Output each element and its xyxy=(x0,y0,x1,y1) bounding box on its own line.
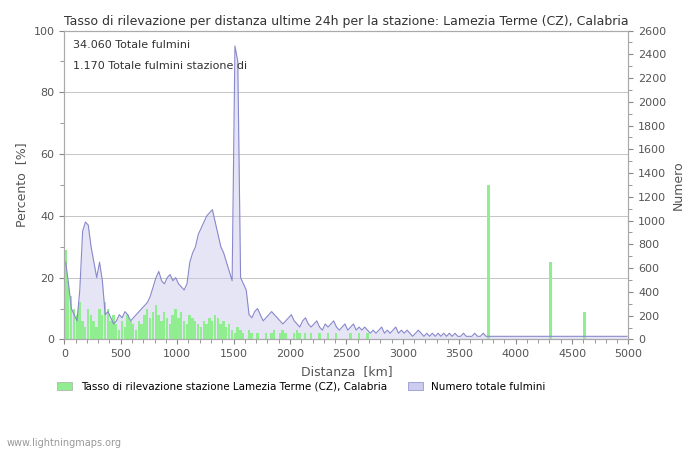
Bar xyxy=(309,333,312,339)
Bar xyxy=(172,315,174,339)
Bar xyxy=(120,321,123,339)
Bar xyxy=(132,324,134,339)
Bar xyxy=(126,315,129,339)
Bar xyxy=(90,315,92,339)
Bar xyxy=(81,321,83,339)
Bar xyxy=(101,315,104,339)
Bar xyxy=(197,324,199,339)
Bar xyxy=(219,324,222,339)
Bar xyxy=(177,318,179,339)
Bar xyxy=(144,315,146,339)
Bar xyxy=(251,333,253,339)
Bar xyxy=(191,318,194,339)
Bar xyxy=(223,321,225,339)
Bar xyxy=(550,262,552,339)
Bar xyxy=(135,330,137,339)
Bar xyxy=(149,318,151,339)
Title: Tasso di rilevazione per distanza ultime 24h per la stazione: Lamezia Terme (CZ): Tasso di rilevazione per distanza ultime… xyxy=(64,15,629,28)
Bar xyxy=(76,315,78,339)
Bar xyxy=(141,324,143,339)
Bar xyxy=(160,321,162,339)
Bar xyxy=(487,185,490,339)
Bar xyxy=(248,330,250,339)
Bar xyxy=(281,330,284,339)
Bar xyxy=(84,327,86,339)
Bar xyxy=(188,315,191,339)
Bar xyxy=(123,327,126,339)
Bar xyxy=(166,318,168,339)
Bar xyxy=(216,318,219,339)
Bar xyxy=(214,315,216,339)
Bar xyxy=(73,309,75,339)
Bar xyxy=(186,324,188,339)
X-axis label: Distanza  [km]: Distanza [km] xyxy=(300,364,392,378)
Bar xyxy=(194,321,197,339)
Bar xyxy=(242,333,244,339)
Bar xyxy=(231,330,233,339)
Bar xyxy=(70,296,72,339)
Text: www.lightningmaps.org: www.lightningmaps.org xyxy=(7,438,122,448)
Bar xyxy=(174,309,176,339)
Bar xyxy=(87,309,89,339)
Bar xyxy=(104,302,106,339)
Bar xyxy=(92,321,95,339)
Bar xyxy=(106,309,109,339)
Bar xyxy=(318,333,321,339)
Bar xyxy=(199,327,202,339)
Bar xyxy=(112,315,115,339)
Text: 34.060 Totale fulmini: 34.060 Totale fulmini xyxy=(73,40,190,50)
Bar xyxy=(270,333,272,339)
Y-axis label: Percento  [%]: Percento [%] xyxy=(15,143,28,227)
Bar xyxy=(335,333,337,339)
Bar xyxy=(208,318,211,339)
Bar xyxy=(146,309,148,339)
Bar xyxy=(239,330,241,339)
Bar xyxy=(273,330,275,339)
Bar xyxy=(152,311,154,339)
Bar xyxy=(78,302,81,339)
Bar xyxy=(118,330,120,339)
Bar xyxy=(205,324,208,339)
Bar xyxy=(138,321,140,339)
Bar xyxy=(583,311,586,339)
Bar xyxy=(304,333,307,339)
Bar xyxy=(158,315,160,339)
Legend: Tasso di rilevazione stazione Lamezia Terme (CZ), Calabria, Numero totale fulmin: Tasso di rilevazione stazione Lamezia Te… xyxy=(52,378,550,396)
Bar xyxy=(109,321,112,339)
Bar xyxy=(169,324,171,339)
Bar xyxy=(155,306,157,339)
Bar xyxy=(293,333,295,339)
Bar xyxy=(202,321,205,339)
Bar xyxy=(279,333,281,339)
Bar xyxy=(358,333,360,339)
Bar xyxy=(95,327,98,339)
Bar xyxy=(98,309,101,339)
Y-axis label: Numero: Numero xyxy=(672,160,685,210)
Bar xyxy=(225,327,228,339)
Bar xyxy=(265,333,267,339)
Bar xyxy=(115,324,118,339)
Bar xyxy=(366,333,368,339)
Bar xyxy=(234,333,236,339)
Text: 1.170 Totale fulmini stazione di: 1.170 Totale fulmini stazione di xyxy=(73,62,247,72)
Bar xyxy=(180,311,182,339)
Bar xyxy=(237,327,239,339)
Bar xyxy=(163,311,165,339)
Bar xyxy=(211,321,214,339)
Bar xyxy=(130,321,132,339)
Bar xyxy=(64,250,67,339)
Bar xyxy=(67,281,69,339)
Bar xyxy=(256,333,258,339)
Bar xyxy=(327,333,329,339)
Bar xyxy=(349,333,351,339)
Bar xyxy=(295,330,298,339)
Bar xyxy=(298,333,301,339)
Bar xyxy=(228,324,230,339)
Bar xyxy=(183,321,186,339)
Bar xyxy=(284,333,287,339)
